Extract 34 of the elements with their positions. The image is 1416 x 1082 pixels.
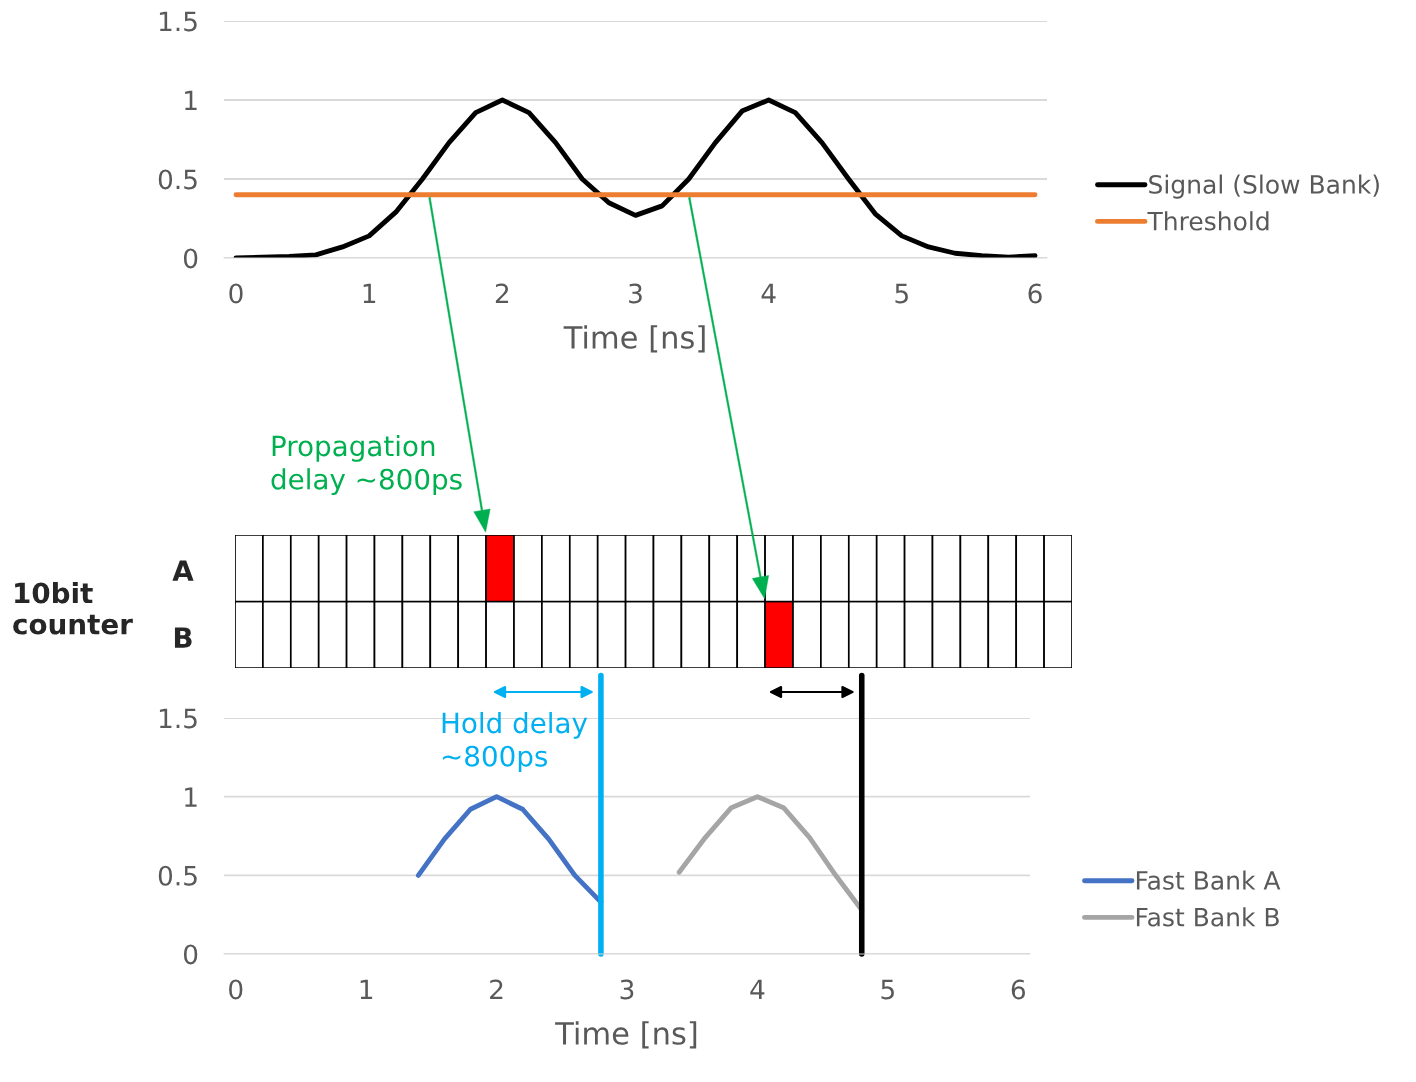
line-series: [233, 97, 1038, 258]
x-tick-label: 6: [1011, 979, 1025, 1000]
x-tick-label: 5: [881, 979, 894, 1000]
x-tick-label: 6: [1028, 283, 1042, 304]
x-tick-label: 4: [761, 283, 776, 304]
x-tick-label: 0: [229, 979, 243, 1000]
x-tick-label: 2: [490, 979, 503, 1000]
x-axis-title: Time [ns]: [563, 325, 705, 353]
x-tick-label: 0: [229, 283, 243, 304]
x-tick-label: 5: [895, 283, 908, 304]
legend-label: Fast Bank B: [1136, 907, 1279, 927]
x-axis-title: Time [ns]: [555, 1021, 697, 1049]
x-tick-label: 2: [495, 283, 509, 304]
y-tick-label: 0.5: [158, 169, 197, 190]
text: B: [174, 627, 192, 648]
y-tick-label: 1.5: [159, 708, 197, 729]
legend-label: Threshold: [1147, 211, 1269, 231]
y-tick-label: 1: [185, 90, 197, 111]
x-tick-label: 1: [360, 979, 373, 1000]
y-tick-label: 1.5: [159, 11, 197, 32]
y-tick-label: 1: [185, 787, 197, 807]
legend-label: Fast Bank A: [1136, 870, 1281, 890]
legend-label: Signal (Slow Bank): [1149, 174, 1379, 199]
x-tick-label: 3: [620, 979, 634, 1000]
text: A: [172, 560, 194, 581]
y-tick-label: 0: [183, 944, 198, 965]
y-tick-label: 0.5: [158, 865, 197, 886]
text: 10bit counter: [13, 582, 133, 635]
annotation: Hold delay ~800ps: [442, 711, 588, 773]
text: Propagation delay ~800ps: [271, 434, 462, 496]
x-tick-label: 3: [629, 283, 642, 304]
x-tick-label: 4: [750, 979, 765, 1000]
x-tick-label: 1: [363, 283, 376, 304]
y-tick-label: 0: [183, 248, 198, 269]
